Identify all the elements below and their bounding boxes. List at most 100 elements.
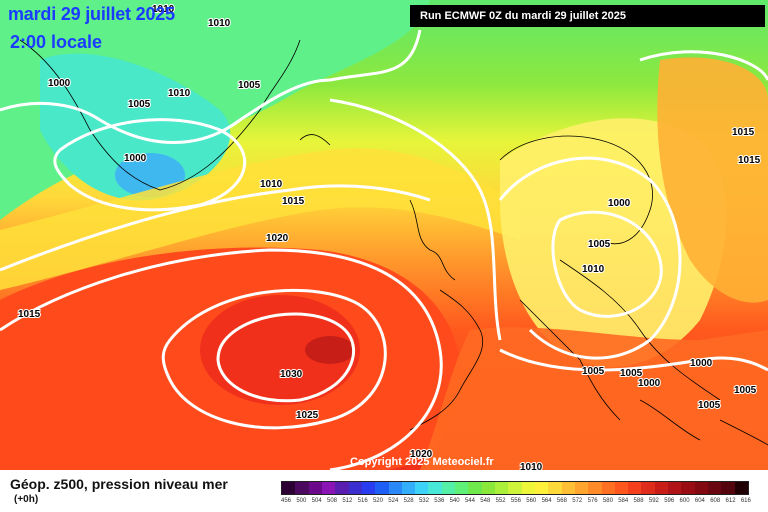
- color-scale-label: 580: [602, 498, 613, 504]
- color-scale-label: 508: [326, 498, 337, 504]
- color-scale: [281, 481, 749, 495]
- color-scale-label: 596: [664, 498, 675, 504]
- isobar-label: 1010: [520, 462, 543, 470]
- color-scale-label: 524: [388, 498, 399, 504]
- isobar-labels: 1010 1010 1000 1005 1010 1005 1000 1010 …: [17, 3, 762, 470]
- isobar-label: 1010: [208, 18, 231, 29]
- color-scale-swatch: [601, 482, 615, 494]
- isobar-label: 1015: [18, 309, 41, 320]
- color-scale-swatch: [401, 482, 416, 494]
- color-scale-label: 456: [281, 498, 292, 504]
- forecast-time: 2:00 locale: [10, 32, 103, 52]
- isobar-label: 1005: [582, 366, 605, 377]
- color-scale-label: 584: [618, 498, 629, 504]
- color-scale-swatch: [534, 482, 549, 494]
- color-scale-swatch: [694, 482, 708, 494]
- color-scale-swatch: [588, 482, 602, 494]
- isobar-label: 1010: [152, 4, 175, 15]
- color-scale-swatch: [734, 482, 748, 494]
- geopotential-contours: [0, 29, 768, 470]
- coastlines: [19, 39, 768, 446]
- isobar-label: 1020: [266, 233, 289, 244]
- isobar-label: 1000: [690, 358, 713, 369]
- color-scale-label: 516: [357, 498, 368, 504]
- color-scale-label: 520: [372, 498, 383, 504]
- color-scale-swatch: [508, 482, 522, 494]
- color-scale-label: 552: [495, 498, 506, 504]
- color-scale-label: 504: [311, 498, 322, 504]
- color-scale-label: 544: [464, 498, 475, 504]
- isobar-label: 1000: [608, 198, 631, 209]
- color-scale-label: 572: [572, 498, 583, 504]
- copyright-text: Copyright 2025 Meteociel.fr: [350, 456, 494, 468]
- isobar-label: 1025: [296, 410, 319, 421]
- color-scale-label: 548: [480, 498, 491, 504]
- color-scale-swatch: [415, 482, 429, 494]
- color-scale-swatch: [668, 482, 682, 494]
- southeast-region: [420, 327, 768, 470]
- color-scale-label: 608: [710, 498, 721, 504]
- run-info-banner: Run ECMWF 0Z du mardi 29 juillet 2025: [410, 5, 765, 27]
- color-scale-swatch: [521, 482, 535, 494]
- color-scale-swatch: [335, 482, 349, 494]
- color-scale-label: 536: [434, 498, 445, 504]
- color-scale-label: 600: [679, 498, 690, 504]
- isobar-label: 1015: [732, 127, 755, 138]
- color-scale-label: 556: [510, 498, 521, 504]
- color-scale-label: 560: [526, 498, 537, 504]
- geopotential-map: 1010 1010 1000 1005 1010 1005 1000 1010 …: [0, 0, 768, 470]
- isobar-label: 1000: [48, 78, 71, 89]
- color-scale-label: 512: [342, 498, 353, 504]
- color-scale-swatch: [561, 482, 575, 494]
- color-scale-swatch: [361, 482, 376, 494]
- color-scale-label: 616: [740, 498, 751, 504]
- color-scale-swatch: [441, 482, 456, 494]
- color-scale-label: 528: [403, 498, 414, 504]
- color-scale-swatch: [681, 482, 695, 494]
- isobar-label: 1005: [734, 385, 757, 396]
- forecast-date: mardi 29 juillet 2025: [8, 4, 175, 24]
- color-scale-swatch: [628, 482, 642, 494]
- color-scale-label: 568: [556, 498, 567, 504]
- color-scale-swatch: [481, 482, 495, 494]
- color-scale-swatch: [468, 482, 482, 494]
- color-scale-swatch: [388, 482, 402, 494]
- color-scale-swatch: [455, 482, 469, 494]
- color-scale-label: 532: [418, 498, 429, 504]
- isobar-label: 1005: [238, 80, 261, 91]
- color-scale-label: 588: [633, 498, 644, 504]
- isobar-label: 1005: [620, 368, 643, 379]
- color-scale-swatch: [721, 482, 735, 494]
- color-scale-swatch: [641, 482, 655, 494]
- color-scale-swatch: [348, 482, 362, 494]
- isobar-label: 1015: [738, 155, 761, 166]
- color-scale-swatch: [308, 482, 322, 494]
- ridge-band: [0, 148, 520, 290]
- color-scale-swatch: [654, 482, 669, 494]
- color-scale-swatch: [375, 482, 389, 494]
- isobar-label: 1010: [168, 88, 191, 99]
- color-scale-label: 540: [449, 498, 460, 504]
- color-scale-label: 612: [725, 498, 736, 504]
- color-scale-swatch: [321, 482, 336, 494]
- isobar-label: 1000: [124, 153, 147, 164]
- color-scale-label: 500: [296, 498, 307, 504]
- high-core: [200, 295, 360, 405]
- isobar-label: 1000: [638, 378, 661, 389]
- high-core-dark: [305, 336, 355, 364]
- legend-footer: Géop. z500, pression niveau mer (+0h) 45…: [0, 470, 768, 512]
- isobar-label: 1005: [128, 99, 151, 110]
- color-scale-label: 576: [587, 498, 598, 504]
- color-scale-swatch: [495, 482, 509, 494]
- color-scale-label: 592: [648, 498, 659, 504]
- east-region: [657, 57, 768, 303]
- color-scale-label: 564: [541, 498, 552, 504]
- color-scale-swatch: [428, 482, 442, 494]
- forecast-offset: (+0h): [14, 494, 39, 505]
- isobar-label: 1005: [698, 400, 721, 411]
- color-scale-swatch: [548, 482, 562, 494]
- product-title: Géop. z500, pression niveau mer: [10, 476, 228, 492]
- color-scale-swatch: [282, 482, 296, 494]
- color-scale-label: 604: [694, 498, 705, 504]
